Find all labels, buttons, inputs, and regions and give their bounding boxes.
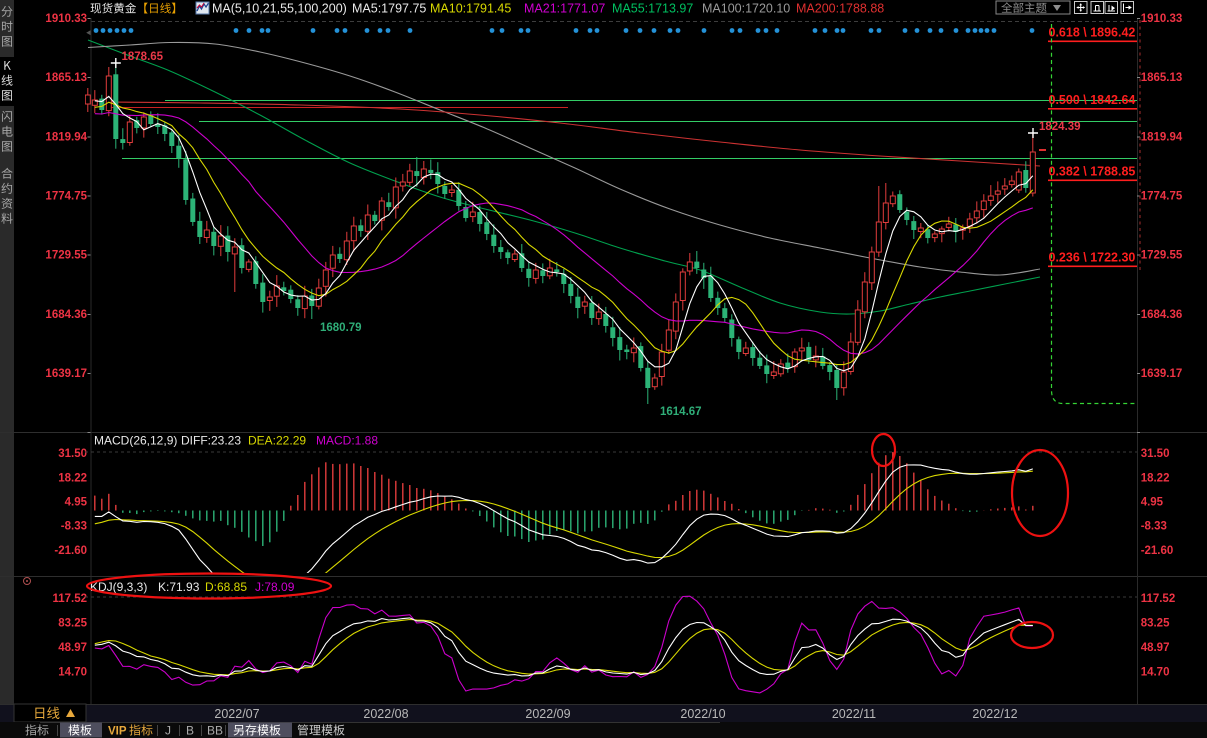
svg-text:1729.55: 1729.55 [1141, 250, 1183, 262]
svg-text:2022/09: 2022/09 [525, 707, 570, 721]
svg-text:0.236 \ 1722.30: 0.236 \ 1722.30 [1049, 251, 1136, 265]
svg-text:1824.39: 1824.39 [1039, 121, 1081, 133]
svg-text:MA100:1720.10: MA100:1720.10 [702, 2, 790, 16]
svg-text:1819.94: 1819.94 [1141, 132, 1183, 144]
svg-text:MACD(26,12,9): MACD(26,12,9) [94, 434, 177, 448]
svg-text:1865.13: 1865.13 [1141, 72, 1183, 84]
svg-text:117.52: 117.52 [52, 593, 87, 605]
svg-text:0.618 \ 1896.42: 0.618 \ 1896.42 [1049, 26, 1136, 40]
svg-text:1729.55: 1729.55 [45, 250, 87, 262]
svg-text:KDJ(9,3,3): KDJ(9,3,3) [90, 580, 147, 594]
svg-text:1684.36: 1684.36 [45, 309, 87, 321]
svg-text:D:68.85: D:68.85 [205, 580, 247, 594]
svg-text:1639.17: 1639.17 [1141, 368, 1183, 380]
svg-text:2022/08: 2022/08 [363, 707, 408, 721]
svg-text:MA55:1713.97: MA55:1713.97 [612, 2, 693, 16]
svg-text:14.70: 14.70 [58, 667, 87, 679]
svg-text:48.97: 48.97 [58, 642, 87, 654]
svg-text:K:71.93: K:71.93 [158, 580, 200, 594]
svg-text:2022/12: 2022/12 [972, 707, 1017, 721]
svg-text:2022/07: 2022/07 [214, 707, 259, 721]
svg-text:MACD:1.88: MACD:1.88 [316, 434, 378, 448]
svg-text:2022/11: 2022/11 [832, 707, 876, 721]
svg-text:BB: BB [207, 724, 223, 738]
svg-text:1910.33: 1910.33 [1141, 13, 1183, 25]
svg-text:MA21:1771.07: MA21:1771.07 [524, 2, 605, 16]
svg-text:1684.36: 1684.36 [1141, 309, 1183, 321]
svg-text:-8.33: -8.33 [1141, 521, 1167, 533]
svg-text:83.25: 83.25 [58, 618, 87, 630]
svg-text:31.50: 31.50 [1141, 448, 1170, 460]
svg-text:VIP: VIP [108, 726, 127, 738]
svg-text:4.95: 4.95 [65, 497, 88, 509]
svg-text:1639.17: 1639.17 [45, 368, 87, 380]
svg-text:0.500 \ 1842.64: 0.500 \ 1842.64 [1049, 93, 1136, 107]
svg-text:MA200:1788.88: MA200:1788.88 [796, 2, 884, 16]
svg-text:1819.94: 1819.94 [45, 132, 87, 144]
svg-text:0.382 \ 1788.85: 0.382 \ 1788.85 [1049, 165, 1136, 179]
svg-text:1774.75: 1774.75 [1141, 191, 1183, 203]
svg-text:31.50: 31.50 [58, 448, 87, 460]
svg-text:DEA:22.29: DEA:22.29 [248, 434, 306, 448]
svg-text:DIFF:23.23: DIFF:23.23 [181, 434, 241, 448]
svg-text:1910.33: 1910.33 [45, 13, 87, 25]
svg-text:83.25: 83.25 [1141, 618, 1170, 630]
svg-text:48.97: 48.97 [1141, 642, 1170, 654]
svg-text:117.52: 117.52 [1141, 593, 1176, 605]
svg-text:1878.65: 1878.65 [122, 51, 164, 63]
svg-text:18.22: 18.22 [58, 473, 87, 485]
svg-text:2022/10: 2022/10 [680, 707, 725, 721]
svg-text:14.70: 14.70 [1141, 667, 1170, 679]
svg-text:B: B [186, 724, 194, 738]
svg-text:-8.33: -8.33 [61, 521, 87, 533]
svg-text:4.95: 4.95 [1141, 497, 1164, 509]
svg-text:18.22: 18.22 [1141, 473, 1170, 485]
svg-text:1865.13: 1865.13 [45, 72, 87, 84]
svg-text:1680.79: 1680.79 [320, 322, 362, 334]
svg-text:J: J [165, 724, 171, 738]
svg-text:MA10:1791.45: MA10:1791.45 [430, 2, 511, 16]
svg-text:1774.75: 1774.75 [45, 191, 87, 203]
svg-text:MA5:1797.75: MA5:1797.75 [352, 2, 426, 16]
svg-text:J:78.09: J:78.09 [255, 580, 295, 594]
svg-text:1614.67: 1614.67 [660, 406, 702, 418]
svg-text:MA(5,10,21,55,100,200): MA(5,10,21,55,100,200) [212, 2, 347, 16]
svg-text:-21.60: -21.60 [54, 545, 87, 557]
svg-text:-21.60: -21.60 [1141, 545, 1174, 557]
